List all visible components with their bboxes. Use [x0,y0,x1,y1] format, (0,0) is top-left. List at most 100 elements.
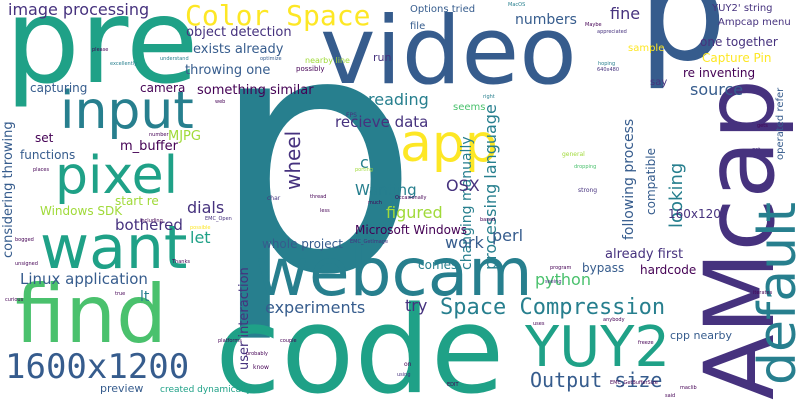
word-functions: functions [20,148,76,162]
word-much: much [368,200,382,206]
word-python: python [535,270,591,289]
word-YUY2: YUY2 [525,315,671,380]
word-appreciated: appreciated [597,29,627,35]
word-general: general [562,151,585,158]
word-exists-already: exists already [193,42,284,57]
word-OSX: OSX [446,176,480,195]
word-bypass: bypass [582,261,625,275]
word-perl: perl [492,226,524,245]
word-bothered: bothered [115,216,183,234]
word-lt: lt [140,289,150,305]
word-operated-refer: operated refer [775,87,786,160]
word-uses: uses [533,321,545,327]
word-linux-application: Linux application [20,270,148,288]
word-image-processing: image processing [8,0,150,19]
word-compatible: compatible [644,148,658,215]
word-using: using [397,372,411,378]
word-color-space: Color Space [185,0,371,32]
word-number: number [149,132,169,138]
word-considering-throwing: considering throwing [1,121,16,258]
word-anybody: anybody [603,317,625,323]
word-want: want [40,213,188,283]
word-webcam: webcam [255,234,533,311]
word-try: try [405,296,428,315]
word-preview: preview [100,382,144,395]
word-capturing: capturing [30,81,88,95]
word-options-tried: Options tried [410,4,476,15]
word-please: please [92,47,109,53]
word-space-compression: Space Compression [440,295,666,320]
word-capture-pin: Capture Pin [702,51,772,65]
word-based: based [480,217,496,223]
word-find: find [15,268,167,361]
word-app: app [400,114,498,174]
word-created-dynamically: created dynamically [160,385,252,395]
word-true: true [115,291,126,297]
word-emc-getbuffersize: EMC_GetBufferSize [610,380,658,386]
word-let: let [190,228,211,247]
word-occasionally: Occasionally [395,195,427,201]
word-optimize: optimize [260,56,282,62]
word-seems: seems [453,102,486,113]
word-including: including [140,218,163,224]
word-ampcap-menu: Ampcap menu [718,17,791,28]
word-understand: understand [160,56,189,62]
word-right: right [483,94,495,100]
word-video: video [320,0,577,106]
word-experiments: experiments [265,298,366,317]
word-work: work [445,233,484,252]
word-say: say [650,77,668,88]
word-hoping: hoping [598,61,616,67]
word-comes: comes [418,258,458,272]
word-camera: camera [140,81,186,95]
word-processing-language: processing language [481,104,500,270]
word-on: on [404,361,412,368]
word-places: places [33,167,50,173]
word-re-inventing: re inventing [683,66,756,80]
word-hardcode: hardcode [640,263,697,277]
word-p-top: p [638,0,727,93]
word-excellently: excellently [110,61,138,67]
word-probably: probably [246,351,268,357]
word-start-re: start re [115,194,159,208]
word-program: program [550,265,572,271]
word-couple: couple [280,338,297,344]
word-numbers: numbers [515,12,577,28]
word-curious: curious [5,297,24,303]
word-char: char [267,195,281,202]
word-freeze: freeze [638,340,654,346]
word-p-big: p [210,0,420,347]
word-macos: MacOS [508,2,526,8]
word-gets: gets [757,123,768,129]
word-object-detection: object detection [186,25,292,40]
word-640x480: 640x480 [597,67,620,73]
word-run: run [373,51,392,64]
word-m-buffer: m_buffer [120,139,178,154]
word-possible: possible [190,225,211,231]
word-maclib: maclib [680,385,697,391]
word-source: source [690,80,744,99]
word-possibly: possibly [296,65,325,73]
word-1600x1200: 1600x1200 [5,347,190,387]
word-bogged: bogged [15,237,34,243]
word-thanks: Thanks [172,259,190,265]
word-one-together: one together [700,35,778,49]
word-dropping: dropping [574,164,597,170]
word-unsigned: unsigned [15,261,38,267]
word-fine: fine [610,4,641,23]
word-got: got [752,147,761,153]
word-set: set [35,131,54,145]
word-platforms: platforms [218,338,242,344]
word-emc-open: EMC_Open [205,216,232,222]
word-file: file [410,21,426,32]
word-input: input [60,81,194,141]
word-nearby-line: nearby line [305,56,350,65]
word-throwing-one: throwing one [185,63,271,78]
word-thread: thread [310,194,327,200]
word-porting: porting [355,167,373,173]
word-figured: figured [386,203,443,222]
word-pixel: pixel [55,146,179,206]
word-c: c [360,153,369,172]
word-microsoft-windows: Microsoft Windows [355,223,467,237]
